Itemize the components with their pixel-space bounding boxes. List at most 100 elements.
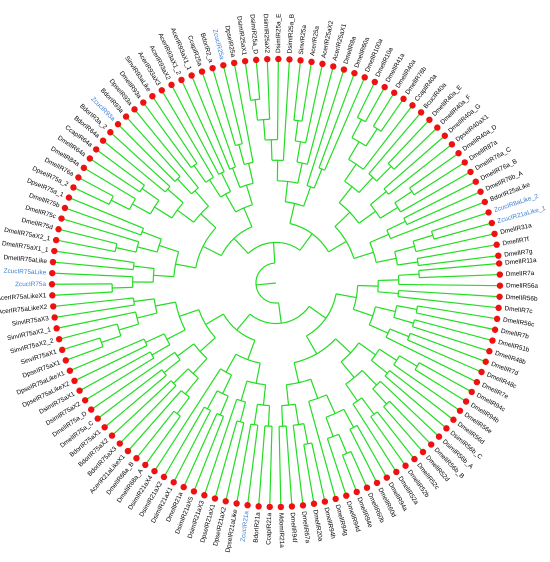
tree-branch [154,206,173,219]
tree-branch [370,416,407,467]
tree-branch [102,140,166,193]
tip-node [93,146,100,153]
tree-branch [58,228,118,245]
tip-node [264,55,271,63]
tree-branch-arc [387,163,395,170]
tree-branch [199,337,216,352]
tree-branch [301,61,313,122]
tree-root-branch [256,282,277,286]
tree-branch-arc [235,353,261,364]
tip-node [75,174,82,181]
tree-branch-arc [357,116,366,123]
tree-branch [353,308,373,317]
tree-branch [111,380,172,437]
tree-branch [393,364,461,412]
tree-branch [387,119,430,164]
tree-branch [351,119,362,139]
tip-label: DpseIR21aLike [225,508,240,553]
tree-branch [225,353,237,373]
tree-branch-arc [175,302,186,331]
tip-node [488,219,496,227]
tree-branch-arc [393,355,400,366]
tip-node [230,59,238,67]
tip-node [482,358,489,365]
tree-branch-arc [327,433,340,440]
tree-branch [177,343,195,357]
tip-label: CcapIR21a [265,512,273,545]
tree-branch [173,368,189,384]
tree-branch [119,385,177,444]
tree-branch [379,206,399,219]
tree-branch [244,61,252,101]
tip-node [485,209,492,216]
tree-branch-arc [352,397,363,405]
tree-branch [200,213,217,229]
tree-branch [142,102,192,168]
tree-branch [240,380,248,401]
tree-branch-arc [351,137,367,147]
tree-branch [194,190,209,207]
tip-node [76,387,83,394]
tree-branch [233,238,249,254]
tree-branch-arc [161,369,167,376]
tree-branch [378,279,399,282]
tip-label: DsimIR25aX2 [262,14,271,54]
tree-branch [403,181,477,219]
tip-label: DmelIR67a [300,511,311,544]
tip-node [363,484,371,491]
tree-branch [414,369,467,402]
tip-node [107,129,114,136]
tree-branch [236,423,252,504]
tip-node [52,236,60,244]
tree-branch [318,72,355,169]
tip-node [51,314,58,321]
tree-branch [109,131,171,187]
tree-branch [349,428,378,484]
tree-branch [370,359,388,374]
tree-branch [52,272,133,278]
tip-label: DmelIR75aLike [3,254,48,265]
tip-label: AcerIR75aLikeX1 [0,292,47,302]
tree-branch [324,77,366,171]
tip-node [178,76,185,84]
tree-branch [54,304,135,319]
tree-branch-arc [236,398,246,403]
tip-node [65,194,73,201]
tree-branch [243,207,253,228]
tree-branch [328,240,347,253]
tip-node [209,64,216,72]
tip-node [244,501,251,509]
tree-branch-arc [139,184,145,193]
tree-branch [95,148,145,186]
tree-branch [341,454,358,493]
tip-node [310,500,318,507]
tree-branch [289,203,296,224]
tree-branch [246,425,259,506]
tree-branch [191,75,231,170]
tree-branch [78,176,114,197]
tree-branch [110,199,130,210]
tree-branch-arc [229,166,236,170]
tree-branch [396,305,417,311]
tree-branch [158,244,179,253]
tree-branch [383,135,446,190]
tree-branch-arc [255,262,279,304]
tree-branch [376,165,392,182]
tree-branch [52,291,113,296]
tip-node [321,498,329,505]
tree-branch [398,283,500,287]
tree-branch [416,312,496,331]
tree-branch [389,328,410,338]
tip-node [140,99,147,106]
tree-branch [145,333,165,343]
tip-node [70,184,77,191]
tip-label: DmelIR11a [505,257,537,267]
tree-branch-arc [393,305,398,318]
tree-branch [118,323,139,331]
tree-branch [163,359,181,374]
tree-branch [272,242,276,264]
tree-branch [238,144,245,165]
tip-node [241,57,249,65]
tree-branch [61,217,139,243]
tip-node [149,92,156,100]
